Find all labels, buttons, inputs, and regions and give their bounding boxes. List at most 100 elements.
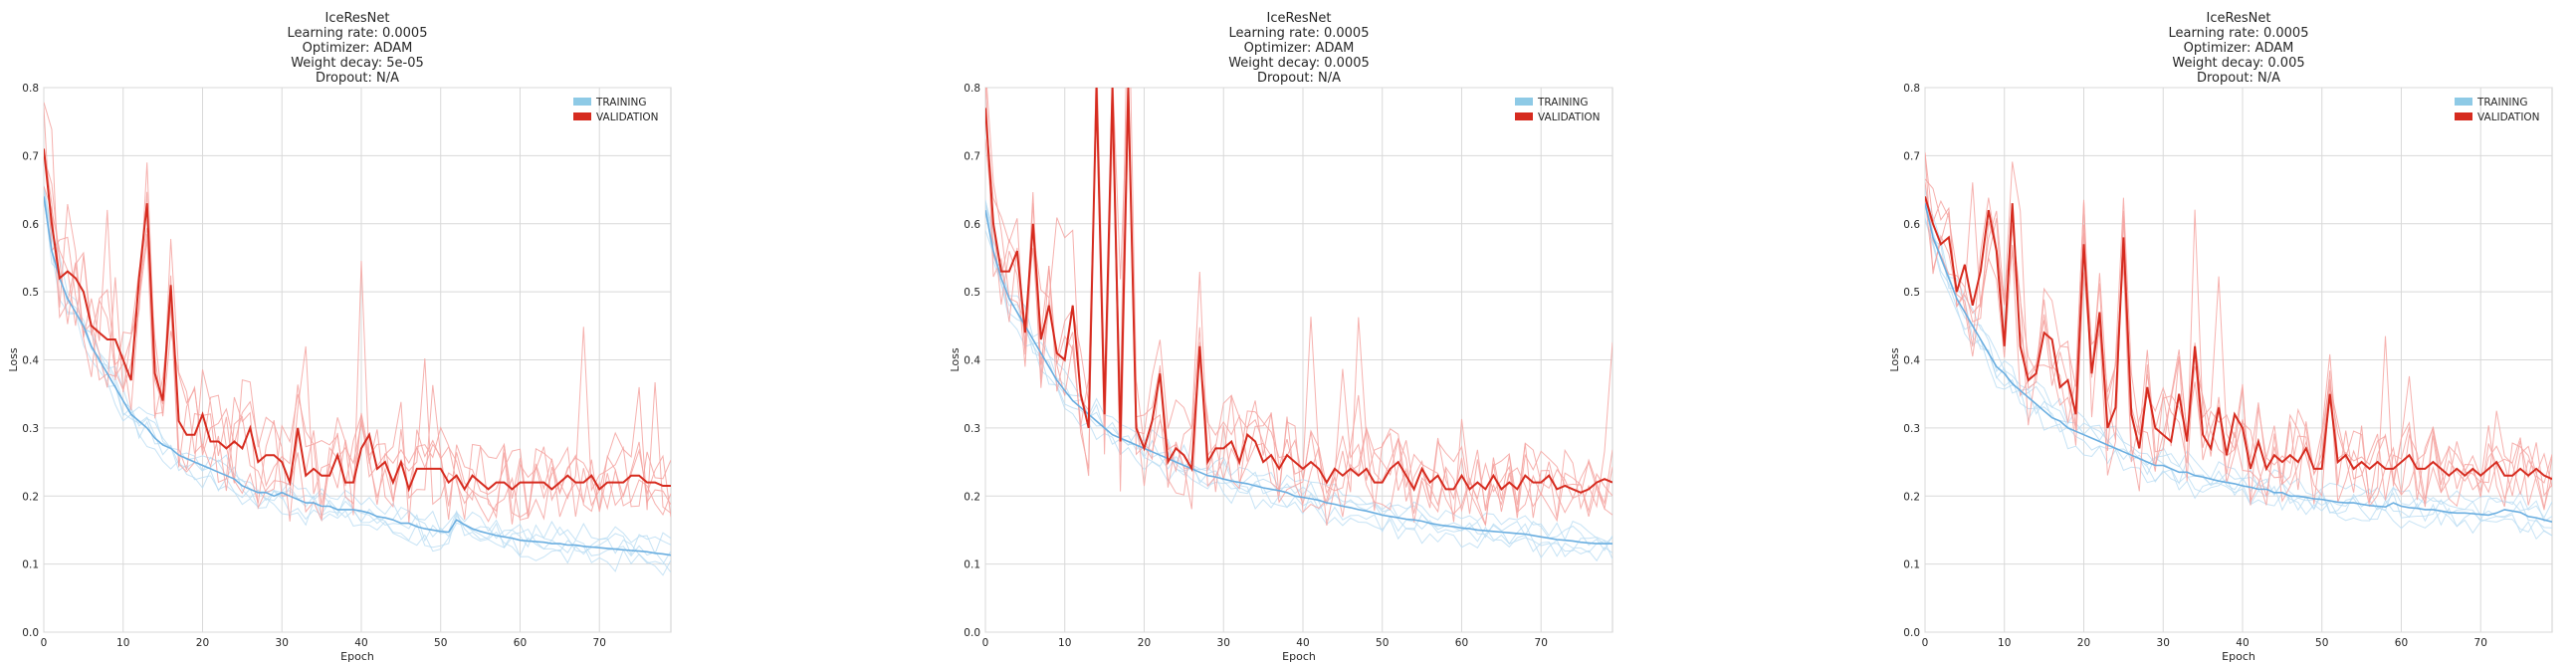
legend-label: TRAINING bbox=[2476, 97, 2528, 109]
y-tick-label: 0.0 bbox=[22, 627, 39, 639]
x-tick-label: 40 bbox=[1296, 637, 1309, 649]
chart-title-line: Optimizer: ADAM bbox=[2184, 41, 2294, 56]
grid bbox=[1924, 87, 2552, 633]
x-axis-label: Epoch bbox=[2222, 650, 2255, 663]
x-tick-label: 50 bbox=[2315, 637, 2328, 649]
x-tick-label: 70 bbox=[2474, 637, 2487, 649]
y-tick-label: 0.1 bbox=[22, 559, 39, 571]
x-tick-label: 10 bbox=[116, 637, 129, 649]
x-tick-label: 30 bbox=[2157, 637, 2170, 649]
x-tick-label: 40 bbox=[2236, 637, 2249, 649]
chart-title-line: IceResNet bbox=[324, 11, 389, 26]
legend-label: TRAINING bbox=[595, 97, 647, 109]
chart-title-line: Dropout: N/A bbox=[2197, 71, 2280, 86]
legend-label: VALIDATION bbox=[1538, 111, 1601, 123]
validation-fold-line bbox=[1925, 178, 2552, 506]
chart-title-line: Optimizer: ADAM bbox=[1244, 41, 1355, 56]
chart-title-line: Dropout: N/A bbox=[1257, 71, 1341, 86]
y-tick-label: 0.5 bbox=[22, 287, 39, 299]
chart-title-line: Weight decay: 0.005 bbox=[2172, 56, 2304, 71]
x-tick-label: 60 bbox=[2395, 637, 2408, 649]
chart-title-line: Learning rate: 0.0005 bbox=[288, 26, 428, 41]
y-tick-label: 0.8 bbox=[1903, 83, 1920, 95]
y-tick-label: 0.7 bbox=[964, 150, 980, 162]
legend-label: VALIDATION bbox=[2477, 111, 2540, 123]
validation-series-line bbox=[44, 148, 671, 493]
x-tick-label: 60 bbox=[514, 637, 527, 649]
validation-series-line bbox=[1925, 196, 2552, 481]
x-axis-label: Epoch bbox=[1282, 650, 1316, 663]
legend-label: TRAINING bbox=[1537, 97, 1589, 109]
x-tick-label: 30 bbox=[1217, 637, 1230, 649]
x-tick-label: 50 bbox=[1376, 637, 1389, 649]
y-tick-label: 0.8 bbox=[964, 83, 980, 95]
x-tick-label: 20 bbox=[2077, 637, 2090, 649]
x-tick-label: 0 bbox=[982, 637, 989, 649]
y-tick-label: 0.1 bbox=[1903, 559, 1920, 571]
y-tick-label: 0.6 bbox=[964, 219, 980, 231]
series-lines bbox=[44, 102, 671, 576]
y-tick-label: 0.3 bbox=[964, 423, 980, 435]
legend-label: VALIDATION bbox=[596, 111, 659, 123]
y-axis-label: Loss bbox=[1888, 347, 1901, 371]
training-fold-line bbox=[1925, 196, 2552, 519]
validation-fold-line bbox=[1925, 151, 2552, 508]
x-tick-label: 20 bbox=[1138, 637, 1151, 649]
x-tick-label: 10 bbox=[1998, 637, 2011, 649]
y-tick-label: 0.2 bbox=[964, 491, 980, 503]
legend-swatch bbox=[2455, 98, 2472, 106]
validation-fold-line bbox=[44, 148, 671, 520]
chart-title-line: IceResNet bbox=[1266, 11, 1331, 26]
chart-title-line: Optimizer: ADAM bbox=[303, 41, 413, 56]
legend: TRAINING VALIDATION bbox=[1515, 97, 1601, 123]
y-tick-label: 0.8 bbox=[22, 83, 39, 95]
y-tick-label: 0.4 bbox=[22, 355, 39, 367]
legend-swatch bbox=[2455, 112, 2472, 120]
x-tick-label: 70 bbox=[1535, 637, 1548, 649]
x-tick-label: 60 bbox=[1455, 637, 1468, 649]
x-tick-label: 10 bbox=[1058, 637, 1071, 649]
legend-swatch bbox=[1515, 112, 1533, 120]
validation-series-line bbox=[985, 88, 1612, 494]
legend: TRAINING VALIDATION bbox=[2455, 97, 2540, 123]
y-tick-label: 0.2 bbox=[22, 491, 39, 503]
legend: TRAINING VALIDATION bbox=[573, 97, 659, 123]
grid bbox=[43, 87, 671, 633]
y-tick-label: 0.4 bbox=[1903, 355, 1920, 367]
training-series-line bbox=[985, 209, 1612, 545]
validation-fold-line bbox=[1925, 181, 2552, 511]
x-axis-label: Epoch bbox=[340, 650, 374, 663]
training-fold-line bbox=[44, 197, 671, 576]
validation-fold-line bbox=[44, 107, 671, 523]
y-tick-label: 0.4 bbox=[964, 355, 980, 367]
x-tick-label: 20 bbox=[196, 637, 209, 649]
y-axis-label: Loss bbox=[7, 347, 20, 371]
y-tick-label: 0.6 bbox=[1903, 219, 1920, 231]
training-fold-line bbox=[44, 185, 671, 565]
chart-title-line: Learning rate: 0.0005 bbox=[1229, 26, 1370, 41]
chart-title-line: Learning rate: 0.0005 bbox=[2169, 26, 2309, 41]
y-tick-label: 0.3 bbox=[1903, 423, 1920, 435]
chart-title-line: IceResNet bbox=[2206, 11, 2270, 26]
validation-fold-line bbox=[1925, 161, 2552, 509]
training-series-line bbox=[44, 196, 671, 556]
series-lines bbox=[985, 88, 1612, 562]
chart-title-line: Dropout: N/A bbox=[316, 71, 399, 86]
x-tick-label: 0 bbox=[1922, 637, 1929, 649]
chart-title-line: Weight decay: 0.0005 bbox=[1228, 56, 1370, 71]
x-tick-label: 40 bbox=[354, 637, 367, 649]
y-tick-label: 0.1 bbox=[964, 559, 980, 571]
y-tick-label: 0.2 bbox=[1903, 491, 1920, 503]
chart-title-line: Weight decay: 5e-05 bbox=[291, 56, 424, 71]
legend-swatch bbox=[573, 98, 591, 106]
x-tick-label: 70 bbox=[593, 637, 606, 649]
y-tick-label: 0.0 bbox=[964, 627, 980, 639]
legend-swatch bbox=[573, 112, 591, 120]
x-tick-label: 50 bbox=[434, 637, 447, 649]
y-axis-label: Loss bbox=[949, 347, 962, 371]
